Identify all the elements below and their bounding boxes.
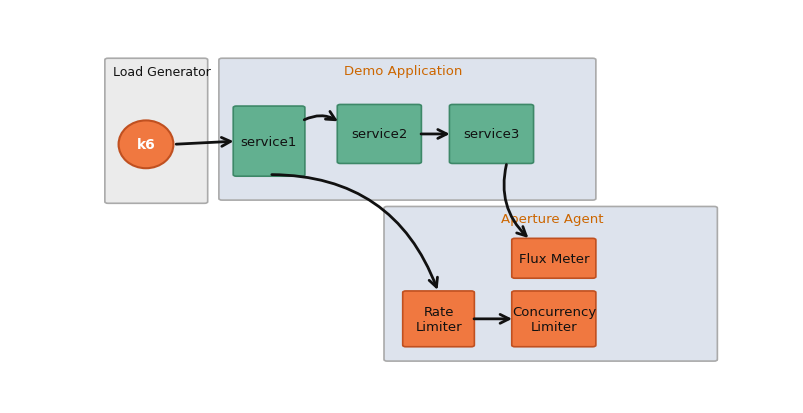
FancyBboxPatch shape [233,107,304,177]
Text: Flux Meter: Flux Meter [518,252,589,265]
FancyBboxPatch shape [104,59,207,204]
Text: service3: service3 [463,128,520,141]
Ellipse shape [118,121,173,169]
Text: Load Generator: Load Generator [112,66,210,78]
FancyBboxPatch shape [512,239,595,278]
Text: Aperture Agent: Aperture Agent [500,212,603,225]
FancyBboxPatch shape [449,105,533,164]
Text: service1: service1 [240,135,296,148]
Text: k6: k6 [137,138,155,152]
FancyBboxPatch shape [337,105,421,164]
FancyBboxPatch shape [218,59,595,201]
FancyBboxPatch shape [512,291,595,347]
Text: Rate
Limiter: Rate Limiter [415,305,462,333]
Text: service2: service2 [351,128,407,141]
FancyBboxPatch shape [402,291,474,347]
FancyBboxPatch shape [384,207,716,361]
Text: Concurrency
Limiter: Concurrency Limiter [512,305,596,333]
Text: Demo Application: Demo Application [343,65,461,78]
